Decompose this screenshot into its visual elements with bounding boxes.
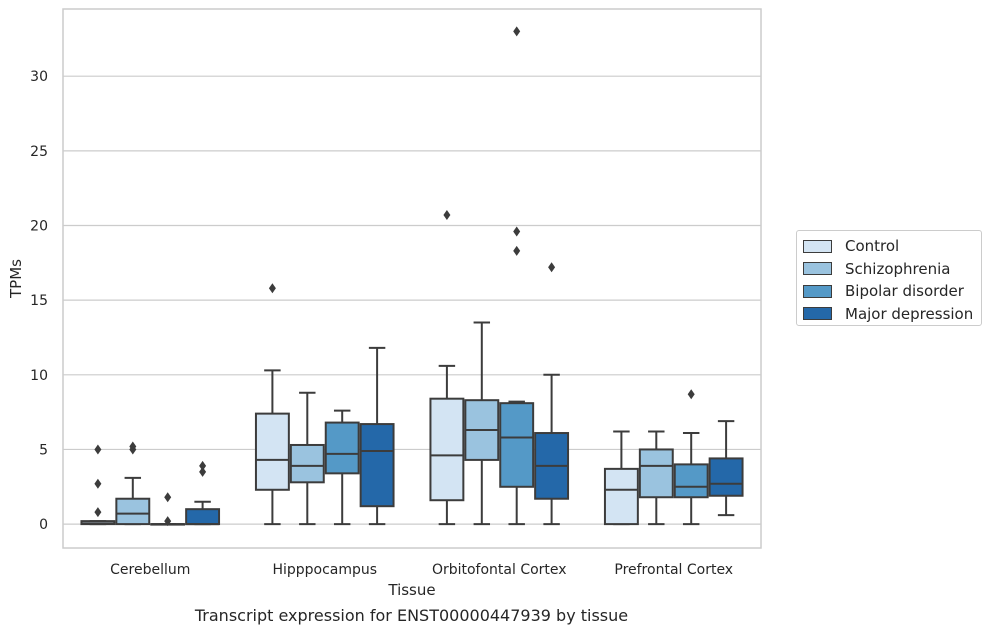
box-cerebellum-control-outlier-0 [94,444,102,455]
box-cerebellum-major-depression [185,460,221,526]
box-orbitofontal-cortex-bipolar-disorder-outlier-2 [513,245,521,256]
box-cerebellum-schizophrenia-outlier-1 [129,444,137,455]
legend-label-bipolar-disorder: Bipolar disorder [845,282,964,301]
box-prefrontal-cortex-schizophrenia-iqr [638,448,674,499]
box-hipppocampus-control [254,283,290,526]
legend-item-schizophrenia: Schizophrenia [803,258,981,281]
x-tick-label-hipppocampus: Hipppocampus [272,562,377,578]
legend-label-major-depression: Major depression [845,304,974,323]
legend-item-control: Control [803,235,981,258]
box-cerebellum-major-depression-iqr [185,508,221,526]
legend-item-major-depression: Major depression [803,303,981,326]
legend-swatch-schizophrenia [803,262,832,276]
box-prefrontal-cortex-bipolar-disorder-outlier-0 [687,389,695,400]
legend: Control Schizophrenia Bipolar disorder M… [796,230,982,326]
plot-frame [62,8,762,549]
y-tick-label-25: 25 [30,144,48,160]
y-tick-label-20: 20 [30,218,48,234]
x-tick-labels: Cerebellum Hipppocampus Orbitofontal Corte… [110,562,733,578]
box-orbitofontal-cortex-control-outlier-0 [443,210,451,221]
x-tick-label-orbitofontal-cortex: Orbitofontal Cortex [432,562,567,578]
y-tick-label-30: 30 [30,69,48,85]
box-prefrontal-cortex-control-iqr [603,467,639,526]
box-cerebellum-schizophrenia [115,441,151,526]
y-tick-label-0: 0 [39,517,48,533]
box-orbitofontal-cortex-bipolar-disorder-outlier-0 [513,26,521,37]
box-orbitofontal-cortex-schizophrenia [464,321,500,526]
box-orbitofontal-cortex-bipolar-disorder-iqr [499,402,535,488]
x-tick-label-prefrontal-cortex: Prefrontal Cortex [614,562,733,578]
box-cerebellum-bipolar-disorder-outlier-0 [164,492,172,503]
y-tick-label-10: 10 [30,368,48,384]
legend-swatch-control [803,239,832,253]
grid-lines [63,75,761,525]
legend-label-schizophrenia: Schizophrenia [845,259,951,278]
box-cerebellum-schizophrenia-iqr [115,497,151,526]
chart-caption: Transcript expression for ENST0000044793… [194,606,629,625]
box-hipppocampus-major-depression [359,346,395,526]
box-prefrontal-cortex-bipolar-disorder [673,389,709,526]
box-hipppocampus-control-iqr [254,412,290,491]
box-cerebellum-control [80,444,116,526]
legend-swatch-major-depression [803,307,832,321]
box-orbitofontal-cortex-control [429,210,465,526]
box-cerebellum-major-depression-outlier-0 [199,460,207,471]
box-hipppocampus-major-depression-iqr [359,423,395,508]
y-axis-label: TPMs [7,259,25,299]
y-tick-label-5: 5 [39,442,48,458]
legend-label-control: Control [845,237,900,256]
box-hipppocampus-bipolar-disorder [324,409,360,526]
box-prefrontal-cortex-major-depression-iqr [708,457,744,497]
box-hipppocampus-schizophrenia [289,391,325,526]
box-groups [80,26,744,527]
box-orbitofontal-cortex-control-iqr [429,397,465,502]
box-orbitofontal-cortex-major-depression-outlier-0 [548,262,556,273]
box-hipppocampus-control-outlier-0 [268,283,276,294]
box-cerebellum-bipolar-disorder [150,492,186,527]
box-cerebellum-major-depression-outlier-1 [199,466,207,477]
box-cerebellum-control-outlier-2 [94,507,102,518]
y-tick-labels: 0 5 10 15 20 25 30 [30,69,48,533]
box-orbitofontal-cortex-major-depression [534,262,570,526]
box-prefrontal-cortex-control [603,430,639,526]
box-prefrontal-cortex-bipolar-disorder-iqr [673,463,709,499]
box-hipppocampus-bipolar-disorder-iqr [324,421,360,475]
x-tick-label-cerebellum: Cerebellum [110,562,190,578]
x-axis-label: Tissue [387,581,435,599]
box-orbitofontal-cortex-bipolar-disorder [499,26,535,526]
box-cerebellum-bipolar-disorder-outlier-1 [164,516,172,527]
box-hipppocampus-schizophrenia-iqr [289,443,325,484]
legend-swatch-bipolar-disorder [803,284,832,298]
y-tick-label-15: 15 [30,293,48,309]
box-orbitofontal-cortex-bipolar-disorder-outlier-1 [513,226,521,237]
box-prefrontal-cortex-major-depression [708,420,744,517]
box-prefrontal-cortex-schizophrenia [638,430,674,526]
box-cerebellum-control-outlier-1 [94,478,102,489]
legend-item-bipolar-disorder: Bipolar disorder [803,280,981,303]
